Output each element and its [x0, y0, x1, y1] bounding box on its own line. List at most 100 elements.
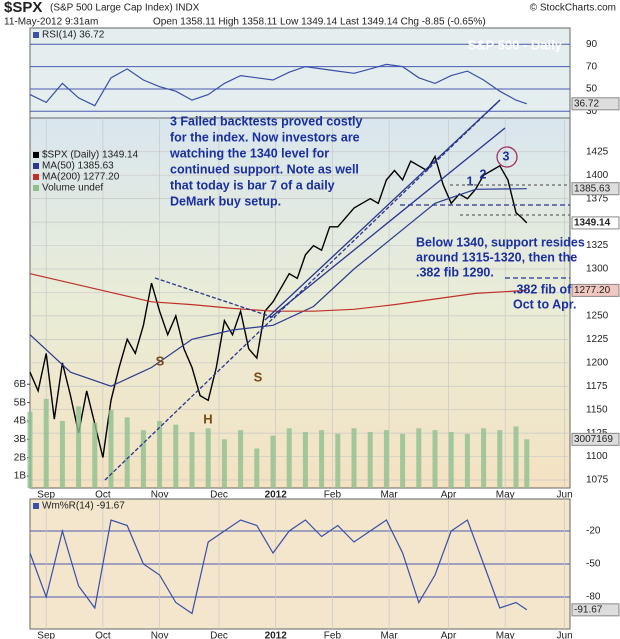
legend-swatch — [33, 174, 39, 180]
y-tick-label: 1200 — [586, 357, 609, 368]
x-tick-label: Oct — [95, 490, 111, 501]
volume-bar — [140, 430, 146, 488]
date: 11-May-2012 9:31am — [4, 17, 98, 28]
end-label: 36.72 — [574, 98, 599, 109]
y2-tick-label: 5B — [14, 397, 27, 408]
y-tick-label: 1250 — [586, 311, 609, 322]
legend-label: Volume undef — [42, 183, 103, 194]
volume-bar — [367, 431, 373, 488]
volume-bar — [124, 417, 130, 488]
pattern-marker: H — [203, 411, 212, 426]
volume-bar — [319, 430, 325, 488]
volume-bar — [157, 420, 163, 488]
pattern-marker: 3 — [503, 149, 510, 163]
index-name: (S&P 500 Large Cap Index) INDX — [50, 3, 200, 14]
volume-bar — [92, 422, 98, 488]
y-tick-label: 1225 — [586, 334, 609, 345]
y-tick-label: 1100 — [586, 451, 608, 462]
quote: Open 1358.11 High 1358.11 Low 1349.14 La… — [153, 17, 486, 28]
trend-line — [269, 127, 506, 319]
highlight-circle — [496, 146, 518, 168]
end-label: 3007169 — [574, 434, 613, 445]
volume-bar — [205, 428, 211, 488]
x-tick-label: Dec — [210, 631, 228, 639]
x-tick-label: Nov — [151, 490, 169, 501]
x-tick-label: Sep — [37, 631, 55, 639]
y-tick-label: -80 — [586, 592, 601, 603]
x-tick-label: Jun — [557, 631, 573, 639]
y-tick-label: 1075 — [586, 475, 609, 486]
series-line — [29, 63, 527, 107]
annotation: Oct to Apr. — [513, 297, 576, 311]
y-tick-label: 1325 — [586, 240, 609, 251]
y2-tick-label: 2B — [14, 452, 27, 463]
volume-bar — [416, 428, 422, 488]
x-tick-label: Mar — [380, 631, 398, 639]
end-label-box — [571, 432, 620, 446]
x-tick-label: Jun — [557, 490, 573, 501]
x-tick-label: Apr — [441, 490, 457, 501]
volume-bar — [286, 428, 292, 488]
volume-bar — [448, 431, 454, 488]
trend-line — [154, 277, 276, 319]
y-tick-label: 1400 — [586, 170, 609, 181]
panel — [29, 117, 571, 489]
volume-bar — [221, 439, 227, 488]
annotation: watching the 1340 level for — [169, 146, 329, 160]
legend-swatch — [33, 185, 39, 191]
x-tick-label: Dec — [210, 490, 228, 501]
x-tick-label: Oct — [95, 631, 111, 639]
volume-bar — [400, 433, 406, 488]
trend-line — [264, 99, 501, 321]
volume-bar — [108, 409, 114, 488]
chart-title: S&P 500 - Daily — [468, 37, 563, 52]
y-tick-label: 30 — [586, 106, 598, 117]
end-label: 1349.14 — [574, 218, 611, 229]
legend-swatch — [33, 503, 39, 509]
end-label-box — [571, 97, 620, 111]
pattern-marker: 1 — [467, 174, 474, 188]
y-tick-label: -50 — [586, 559, 601, 570]
series-line — [29, 154, 528, 458]
x-tick-label: 2012 — [265, 631, 288, 639]
volume-bar — [513, 426, 519, 488]
annotation: that today is bar 7 of a daily — [170, 178, 335, 192]
annotation: DeMark buy setup. — [170, 194, 281, 208]
legend-label: $SPX (Daily) 1349.14 — [42, 150, 139, 161]
y-tick-label: 90 — [586, 39, 598, 50]
legend-swatch — [33, 152, 39, 158]
legend-swatch — [33, 163, 39, 169]
annotation: 3 Failed backtests proved costly — [170, 114, 362, 128]
volume-bar — [76, 406, 82, 488]
y-tick-label: 1375 — [586, 193, 609, 204]
volume-bar — [432, 430, 438, 488]
y2-tick-label: 6B — [14, 379, 27, 390]
legend-label: MA(200) 1277.20 — [42, 172, 120, 183]
volume-bar — [481, 428, 487, 488]
legend-label: MA(50) 1385.63 — [42, 161, 114, 172]
legend-label: Wm%R(14) -91.67 — [42, 501, 125, 512]
volume-bar — [524, 439, 530, 488]
annotation: around 1315-1320, then the — [416, 250, 577, 264]
volume-bar — [335, 433, 341, 488]
legend-swatch — [33, 32, 39, 38]
volume-bar — [302, 431, 308, 488]
volume-bar — [173, 424, 179, 488]
y-tick-label: 1425 — [586, 146, 609, 157]
x-tick-label: 2012 — [265, 490, 288, 501]
volume-bar — [27, 411, 33, 488]
end-label-box — [571, 216, 620, 230]
end-label-box — [571, 283, 620, 297]
symbol: $SPX — [4, 0, 42, 16]
x-tick-label: Sep — [37, 490, 55, 501]
volume-bar — [464, 433, 470, 488]
legend-label: RSI(14) 36.72 — [42, 30, 105, 41]
x-tick-label: Mar — [380, 490, 398, 501]
end-label: 1277.20 — [574, 285, 611, 296]
annotation: .382 fib of — [513, 282, 572, 296]
volume-bar — [383, 430, 389, 488]
series-line — [29, 188, 527, 387]
volume-bar — [497, 430, 503, 488]
trend-line — [104, 99, 501, 481]
